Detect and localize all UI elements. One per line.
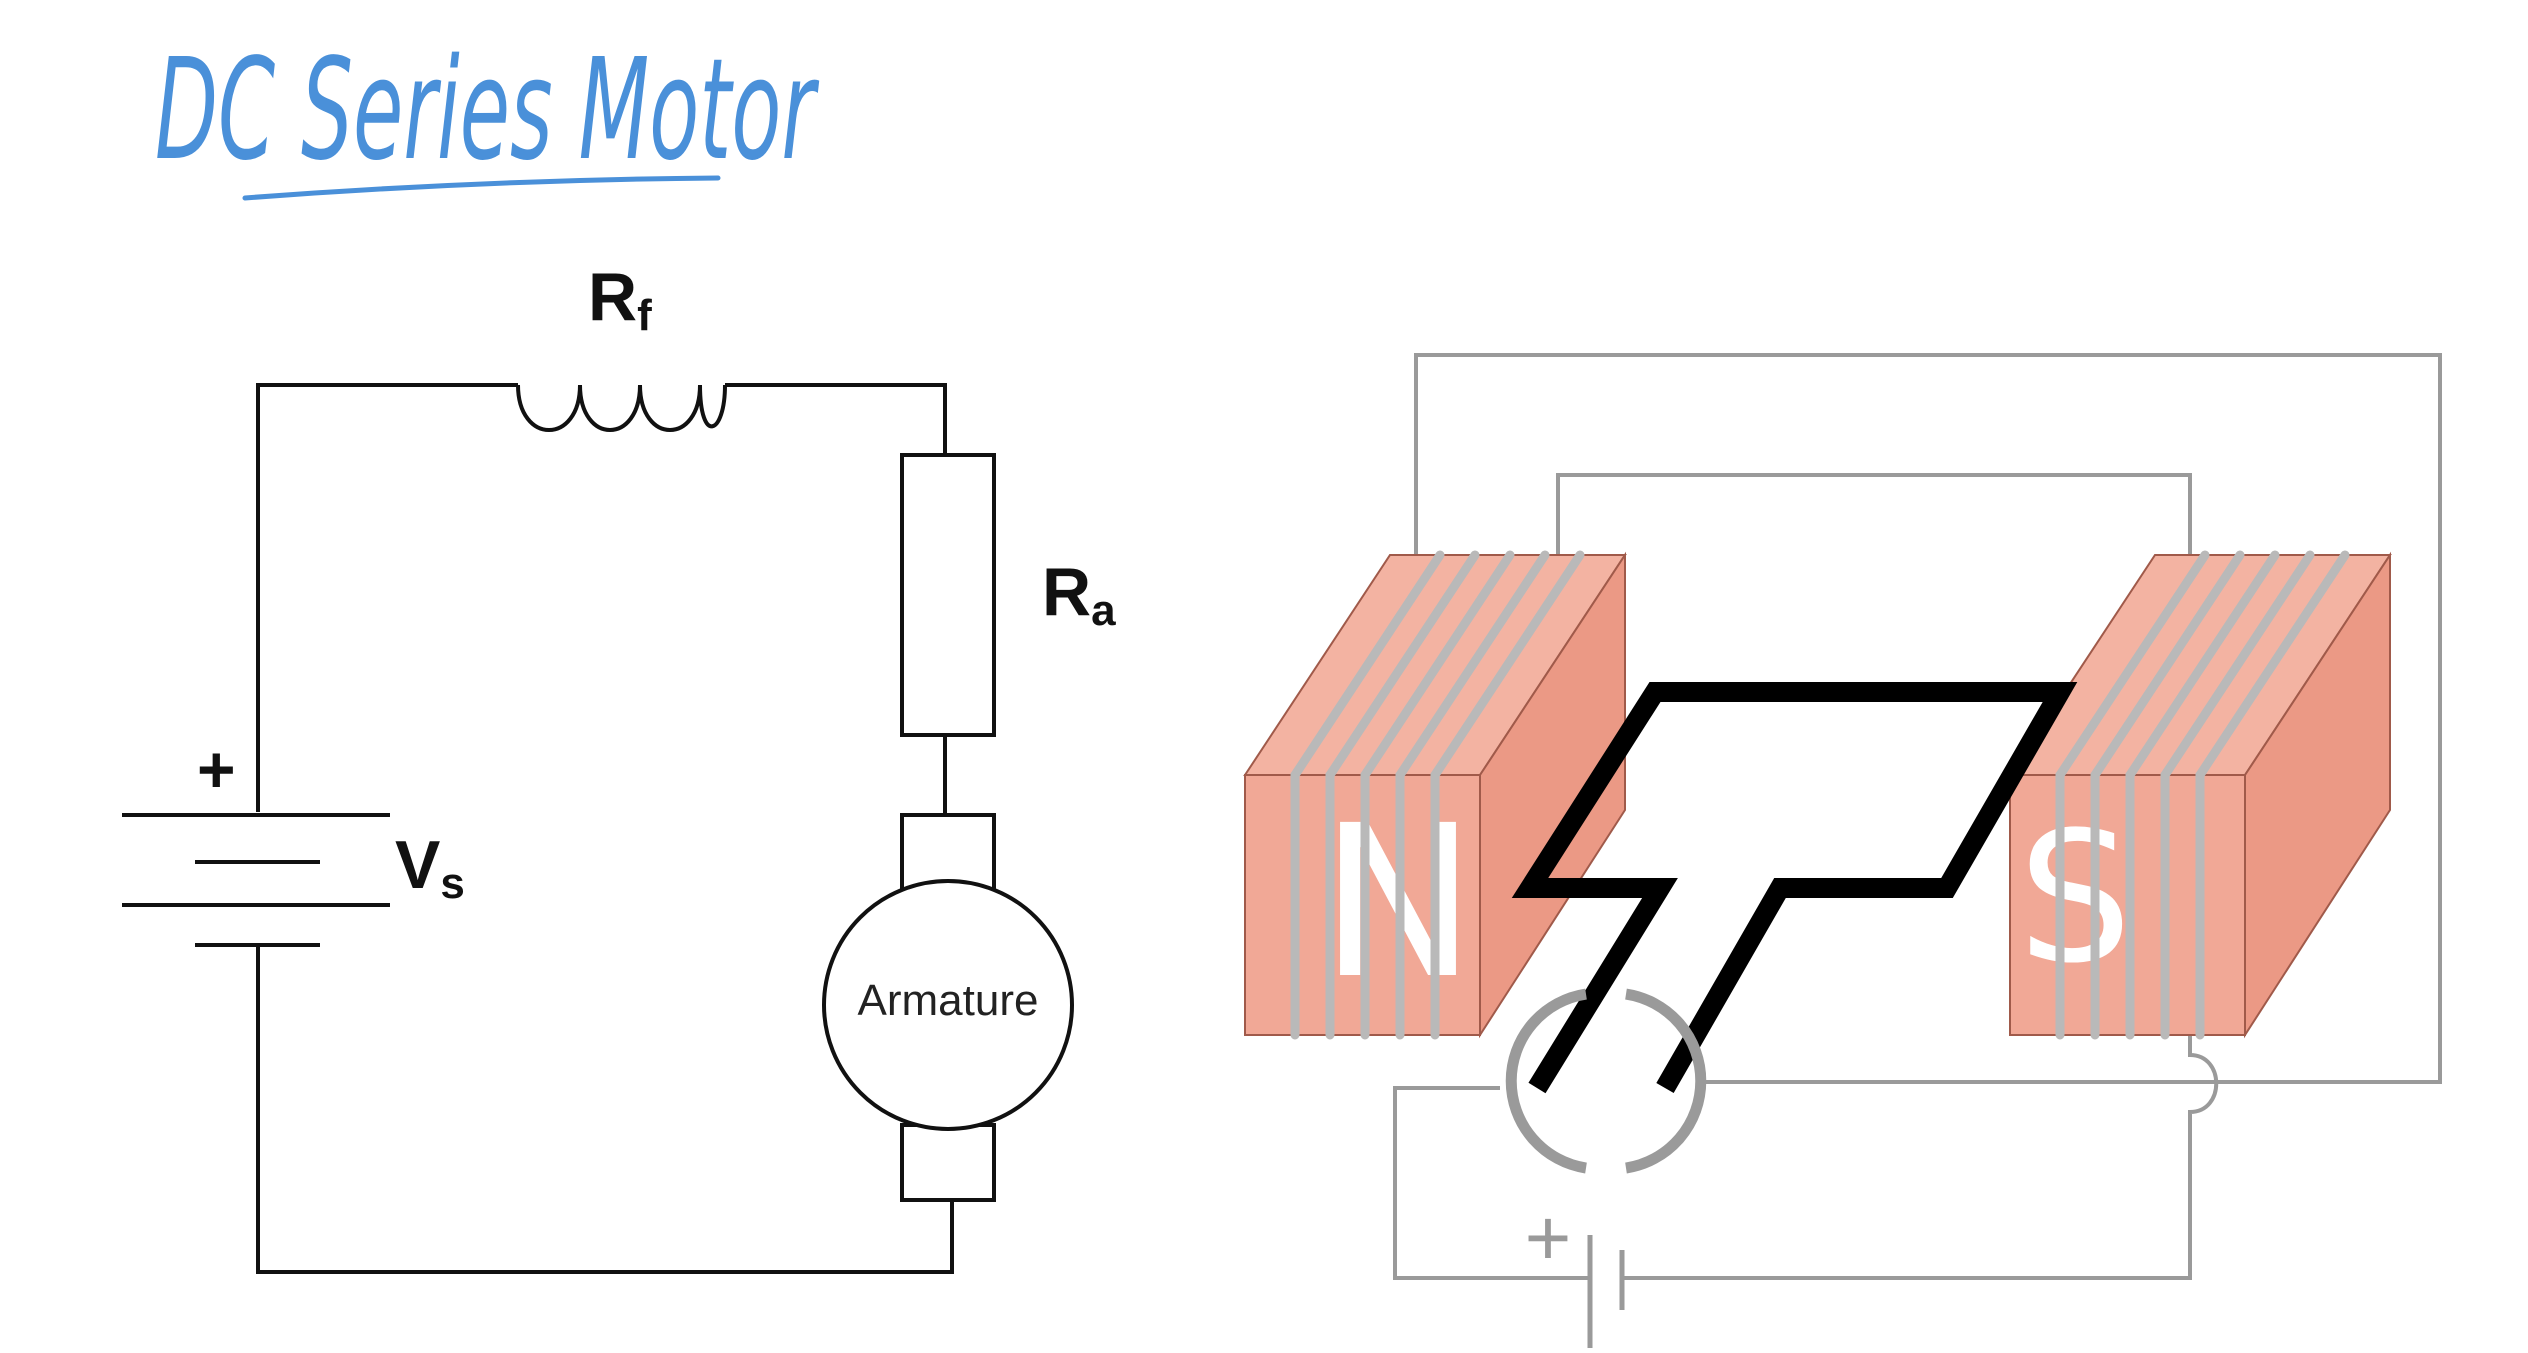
commutator-right-half (1625, 988, 1707, 1174)
armature-label: Armature (858, 976, 1039, 1025)
commutator-left-half (1505, 988, 1587, 1174)
brush-top (900, 813, 996, 892)
brush-bottom (900, 1123, 996, 1202)
north-windings (1290, 550, 1585, 1040)
south-pole-magnet: S (2008, 550, 2392, 1040)
inner-loop-wire (1556, 473, 2192, 555)
field-wiring (1393, 353, 2442, 1280)
label-rf: Rf (588, 259, 652, 340)
armature-motor-symbol (822, 879, 1074, 1131)
motor-model: N S (1243, 353, 2442, 1353)
armature-resistor (900, 453, 996, 737)
field-winding-inductor (516, 384, 727, 432)
battery-left-wire (1393, 1086, 1590, 1280)
battery-right-wire (1622, 1030, 2219, 1280)
wire-top-right (725, 383, 947, 455)
commutator-split-ring (1505, 988, 1707, 1174)
north-pole-magnet: N (1243, 550, 1627, 1040)
circuit-schematic (122, 383, 1074, 1274)
south-windings (2055, 550, 2350, 1040)
battery-plus-sign: + (197, 732, 236, 806)
armature-coil (1511, 682, 2078, 1094)
wire-top-left (256, 383, 518, 812)
model-battery: + (1525, 1193, 1625, 1353)
title-underline (242, 175, 721, 201)
title-group: DC Series Motor (155, 29, 819, 201)
south-pole-letter: S (2018, 794, 2132, 1003)
label-vs: Vs (395, 827, 465, 908)
wire-bottom (256, 945, 954, 1274)
outer-loop-wire (1414, 353, 2442, 1084)
page-title: DC Series Motor (155, 29, 819, 192)
label-ra: Ra (1042, 554, 1116, 635)
model-battery-plus-sign: + (1525, 1193, 1572, 1282)
